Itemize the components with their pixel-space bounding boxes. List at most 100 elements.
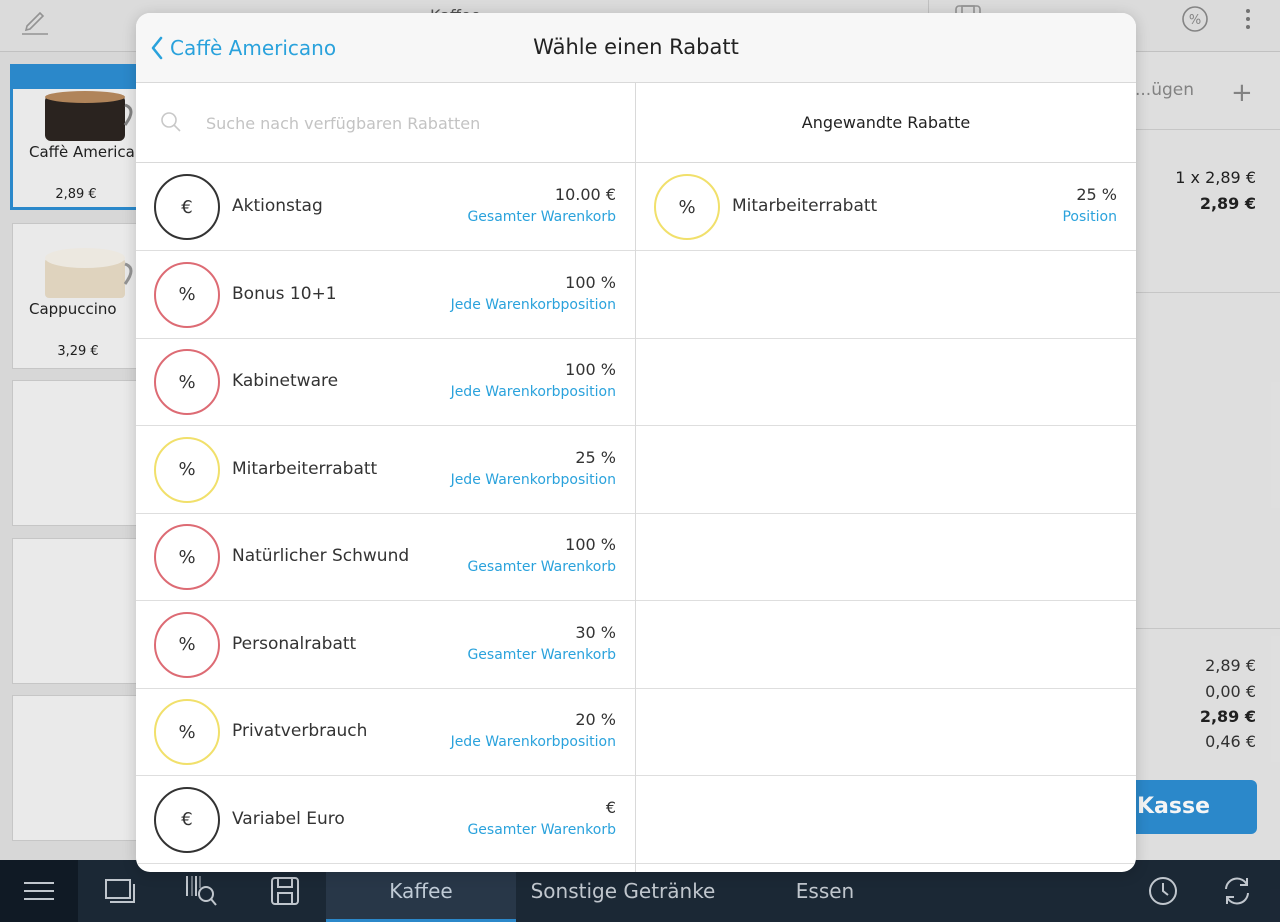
discount-value: € <box>605 797 616 817</box>
product-name: Caffè Americano <box>29 143 154 161</box>
screens-icon[interactable] <box>102 874 136 908</box>
sync-icon[interactable] <box>1220 874 1254 908</box>
discount-scope: Jede Warenkorbposition <box>450 471 616 488</box>
coffee-cup-image <box>45 91 133 141</box>
tab-essen[interactable]: Essen <box>795 879 855 903</box>
badge-symbol: % <box>178 284 196 305</box>
chevron-left-icon <box>151 36 163 60</box>
badge-symbol: % <box>178 371 196 393</box>
euro-badge-icon: € <box>154 174 220 240</box>
product-tile-empty[interactable] <box>12 538 144 684</box>
empty-row <box>636 251 1136 339</box>
discount-name: Mitarbeiterrabatt <box>232 458 378 479</box>
svg-text:%: % <box>1189 13 1201 28</box>
discount-percent-icon[interactable]: % <box>1180 4 1210 34</box>
discount-name: Kabinetware <box>232 371 339 391</box>
discount-scope: Jede Warenkorbposition <box>450 384 616 400</box>
discount-value: 100 % <box>565 360 616 379</box>
percent-badge-icon: % <box>154 349 220 415</box>
discount-value: 10.00 € <box>554 185 616 204</box>
discount-scope: Position <box>1062 209 1117 225</box>
discount-modal: Caffè Americano Wähle einen Rabatt € Akti… <box>136 13 1136 872</box>
discount-row[interactable]: % Kabinetware 100 % Jede Warenkorbposition <box>136 338 635 426</box>
percent-badge-icon: % <box>154 261 220 328</box>
save-icon[interactable] <box>268 874 302 908</box>
discount-scope: Gesamter Warenkorb <box>467 646 616 663</box>
back-button[interactable]: Caffè Americano <box>150 33 336 63</box>
badge-symbol: % <box>178 546 196 568</box>
applied-discounts-header: Angewandte Rabatte <box>636 83 1136 163</box>
discount-value: 30 % <box>575 622 616 642</box>
product-tile-cappuccino[interactable]: Cappuccino 3,29 € <box>12 223 144 369</box>
percent-badge-icon: % <box>154 611 220 678</box>
search-bar <box>136 83 635 163</box>
discount-scope: Gesamter Warenkorb <box>467 559 616 575</box>
cart-header: ...ügen + <box>1135 52 1280 130</box>
cart-line-quantity: 1 x 2,89 € <box>1175 168 1256 187</box>
empty-row <box>636 776 1136 864</box>
cart-divider <box>1135 628 1280 629</box>
cart-discount: 0,00 € <box>1205 682 1256 701</box>
discount-row[interactable]: % Personalrabatt 30 % Gesamter Warenkorb <box>136 601 635 689</box>
cart-line-total: 2,89 € <box>1199 194 1256 213</box>
cappuccino-cup-image <box>45 248 133 298</box>
available-discounts-column: € Aktionstag 10.00 € Gesamter Warenkorb% Bon… <box>136 83 635 872</box>
discount-row[interactable]: % Privatverbrauch 20 % Jede Warenkorbpositi… <box>136 688 635 776</box>
discount-row[interactable]: % Natürlicher Schwund 100 % Gesamter Warenk… <box>136 513 635 601</box>
discount-row[interactable]: € Aktionstag 10.00 € Gesamter Warenkorb <box>136 163 635 251</box>
clock-icon[interactable] <box>1146 874 1180 908</box>
discount-row[interactable]: € Variabel Euro € Gesamter Warenkorb <box>136 776 635 864</box>
discount-row[interactable]: % Mitarbeiterrabatt 25 % Jede Warenkorbposi… <box>136 426 635 514</box>
euro-badge-icon: € <box>154 786 220 853</box>
discount-value: 100 % <box>565 272 616 292</box>
product-price: 2,89 € <box>55 187 97 202</box>
cart-header-text: ...ügen <box>1135 80 1195 100</box>
badge-symbol: € <box>181 196 193 218</box>
column-divider <box>635 83 636 872</box>
cart-tax: 0,46 € <box>1205 732 1256 751</box>
discount-name: Bonus 10+1 <box>232 283 337 304</box>
product-tile-empty[interactable] <box>12 380 144 526</box>
empty-row <box>636 513 1136 601</box>
product-name: Cappuccino <box>29 300 117 318</box>
menu-button[interactable] <box>0 860 78 922</box>
product-grid: Caffè Americano 2,89 € Cappuccino 3,29 € <box>0 52 154 860</box>
hamburger-icon <box>24 882 54 900</box>
more-vertical-icon[interactable] <box>1238 4 1258 34</box>
discount-row[interactable]: % Mitarbeiterrabatt 25 % Position <box>636 163 1136 251</box>
discount-name: Aktionstag <box>232 196 323 216</box>
edit-icon[interactable] <box>18 4 52 38</box>
discount-name: Mitarbeiterrabatt <box>732 196 878 216</box>
discount-value: 25 % <box>1076 185 1117 204</box>
product-tile-americano[interactable]: Caffè Americano 2,89 € <box>10 64 154 210</box>
modal-title: Wähle einen Rabatt <box>533 35 739 59</box>
badge-symbol: % <box>178 634 196 655</box>
add-icon[interactable]: + <box>1231 78 1253 108</box>
cart-subtotal: 2,89 € <box>1205 656 1256 675</box>
discount-name: Natürlicher Schwund <box>232 546 410 566</box>
empty-row <box>636 338 1136 426</box>
tab-sonstige-getraenke[interactable]: Sonstige Getränke <box>530 879 716 903</box>
search-icon <box>161 112 181 132</box>
barcode-search-icon[interactable] <box>184 874 218 908</box>
discount-row[interactable]: % Bonus 10+1 100 % Jede Warenkorbposition <box>136 251 635 339</box>
product-price: 3,29 € <box>57 344 99 359</box>
cart-panel: ...ügen + 1 x 2,89 € 2,89 € 2,89 € 0,00 … <box>1135 52 1280 860</box>
discount-scope: Jede Warenkorbposition <box>450 296 616 313</box>
discount-value: 20 % <box>575 710 616 729</box>
product-tile-empty[interactable] <box>12 695 144 841</box>
discount-value: 100 % <box>565 535 616 554</box>
badge-symbol: € <box>181 809 193 830</box>
discount-name: Variabel Euro <box>232 808 345 829</box>
percent-badge-icon: % <box>154 436 220 503</box>
percent-badge-icon: % <box>154 524 220 590</box>
badge-symbol: % <box>178 459 196 480</box>
empty-row <box>636 601 1136 689</box>
selected-indicator <box>13 67 139 89</box>
discount-scope: Gesamter Warenkorb <box>467 209 616 225</box>
cart-divider <box>1135 292 1280 293</box>
empty-row <box>636 688 1136 776</box>
discount-name: Privatverbrauch <box>232 721 368 741</box>
checkout-button[interactable]: Kasse <box>1135 780 1257 834</box>
search-input[interactable] <box>206 107 606 139</box>
